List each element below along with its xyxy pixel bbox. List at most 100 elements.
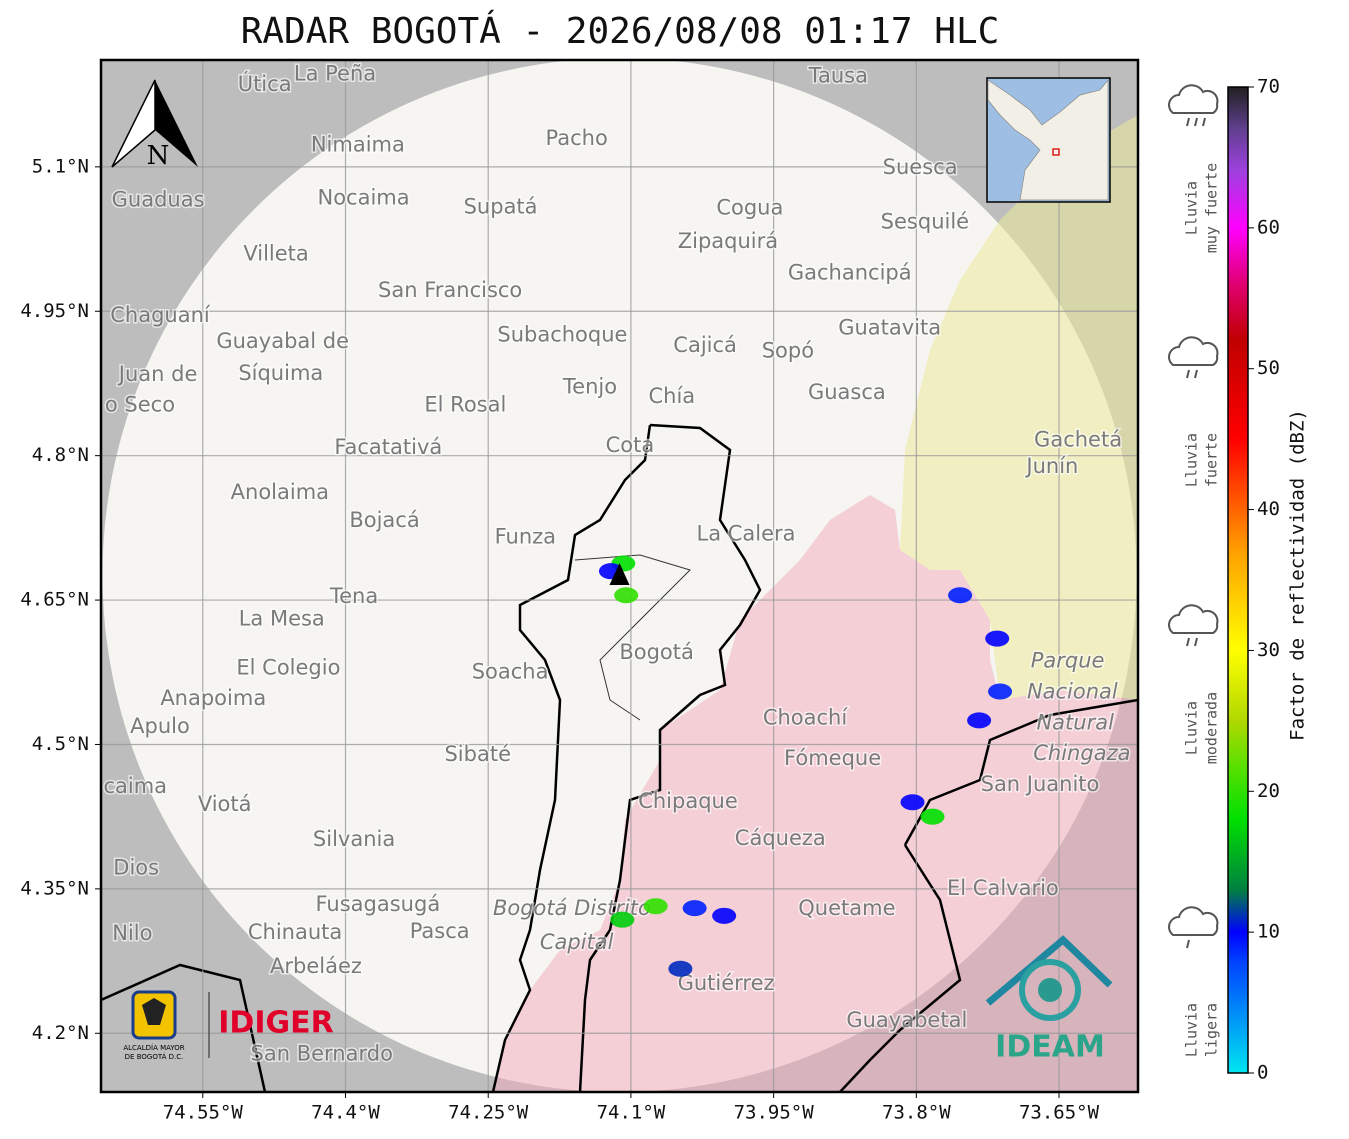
rain-level-label: moderada: [1203, 692, 1221, 764]
place-label: Tenjo: [562, 374, 617, 398]
y-tick-label: 4.65°N: [20, 589, 89, 611]
radar-site: [609, 563, 630, 586]
rain-drop: [1194, 369, 1198, 379]
north-label: N: [147, 141, 170, 171]
place-label: Soacha: [472, 659, 549, 683]
radar-echo: [643, 898, 668, 915]
place-label: Sibaté: [444, 742, 511, 766]
place-label: Sopó: [762, 339, 814, 363]
rain-drop: [1186, 117, 1190, 127]
place-label: Útica: [238, 71, 292, 96]
place-label: Funza: [495, 524, 556, 548]
region-pink: [493, 495, 1138, 1092]
place-label: Subachoque: [497, 322, 627, 346]
locality-line: [574, 554, 691, 721]
inset-map: [986, 77, 1111, 203]
place-label: Bogotá: [619, 640, 694, 664]
place-label: Chaguaní: [110, 303, 211, 327]
map-frame: [99, 58, 1140, 1094]
place-label: Tena: [329, 584, 378, 608]
y-tick-label: 5.1°N: [32, 155, 89, 177]
place-label: Anapoima: [160, 686, 266, 710]
rain-drop: [1202, 117, 1206, 127]
rain-drop: [1186, 369, 1190, 379]
place-label: Fusagasugá: [315, 892, 440, 916]
y-tick-label: 4.95°N: [20, 300, 89, 322]
place-label: Chipaque: [638, 789, 738, 813]
place-label: Fómeque: [784, 746, 881, 770]
rain-drop: [1186, 939, 1190, 949]
place-label: Nocaima: [318, 186, 410, 210]
colorbar: [1227, 86, 1249, 1074]
place-label: Junín: [1024, 454, 1078, 478]
place-label: Gachetá: [1034, 427, 1122, 451]
radar-echo: [988, 683, 1013, 700]
x-tick-label: 74.4°W: [311, 1102, 380, 1124]
colorbar-tick-label: 30: [1257, 639, 1280, 661]
x-tick-label: 73.95°W: [734, 1102, 815, 1124]
logo-text: ALCALDÍA MAYOR: [123, 1043, 184, 1052]
rain-level-label: Lluvia: [1183, 181, 1201, 235]
place-label: Facatativá: [334, 435, 442, 459]
rain-level-label: fuerte: [1203, 433, 1221, 487]
place-label: La Calera: [697, 522, 796, 546]
place-label: Cota: [606, 433, 655, 457]
colorbar-tick-label: 0: [1257, 1062, 1268, 1084]
boundary: [491, 424, 652, 1092]
place-label: Cáqueza: [735, 826, 826, 850]
place-label: Quetame: [798, 896, 895, 920]
place-label: Nilo: [112, 921, 152, 945]
place-label: Pasca: [410, 919, 470, 943]
north-arrow: N: [111, 79, 198, 171]
ideam-text: IDEAM: [995, 1030, 1105, 1065]
x-tick-label: 74.25°W: [448, 1102, 529, 1124]
x-tick-label: 74.1°W: [597, 1102, 666, 1124]
place-label: Síquima: [238, 361, 323, 385]
alcaldia-logo: ALCALDÍA MAYOR DE BOGOTÁ D.C. IDIGER: [123, 990, 334, 1061]
place-label: Gutiérrez: [678, 971, 775, 995]
place-label: El Calvario: [947, 876, 1059, 900]
boundary: [101, 963, 267, 1092]
place-label: Silvania: [313, 827, 395, 851]
boundary: [578, 423, 762, 1092]
boundary: [903, 698, 1138, 846]
place-label: Pacho: [546, 126, 608, 150]
place-label: Cajicá: [673, 333, 737, 357]
radar-echo: [900, 794, 925, 811]
place-label: Chingaza: [1033, 741, 1130, 765]
rain-icon: [1168, 336, 1219, 366]
place-label: Chía: [648, 384, 695, 408]
place-label: Villeta: [243, 241, 308, 265]
place-label: Guasca: [808, 380, 886, 404]
rain-drop: [1194, 637, 1198, 647]
place-label: Guayabetal: [846, 1008, 967, 1032]
place-label: Bojacá: [349, 508, 419, 532]
place-label: San Bernardo: [251, 1041, 393, 1065]
logo-text: DE BOGOTÁ D.C.: [125, 1052, 184, 1061]
x-tick-label: 74.55°W: [163, 1102, 244, 1124]
place-label: o Seco: [105, 393, 175, 417]
y-tick-label: 4.2°N: [32, 1022, 89, 1044]
x-tick-label: 73.65°W: [1019, 1102, 1100, 1124]
place-label: caima: [103, 774, 167, 798]
radar-echo: [948, 587, 973, 604]
place-label: San Juanito: [981, 772, 1100, 796]
ideam-logo: IDEAM: [985, 935, 1113, 1065]
place-label: Guaduas: [112, 188, 205, 212]
place-label: Arbeláez: [270, 954, 362, 978]
map: Útica La Peña Tausa Pacho Nimaima Guaduas Noca…: [101, 60, 1138, 1092]
colorbar-tick-label: 60: [1257, 216, 1280, 238]
radar-echo: [668, 960, 693, 977]
y-tick-label: 4.8°N: [32, 444, 89, 466]
rain-drop: [1194, 117, 1198, 127]
colorbar-tick-label: 20: [1257, 780, 1280, 802]
place-label: El Rosal: [424, 393, 506, 417]
rain-level-label: Lluvia: [1183, 1003, 1201, 1057]
radar-echo: [614, 587, 639, 604]
place-label: Sesquilé: [881, 210, 969, 234]
place-label: Chinauta: [248, 920, 342, 944]
y-tick-label: 4.35°N: [20, 877, 89, 899]
radar-echo: [920, 808, 945, 825]
rain-icon: [1168, 84, 1219, 114]
colorbar-tick-label: 10: [1257, 921, 1280, 943]
